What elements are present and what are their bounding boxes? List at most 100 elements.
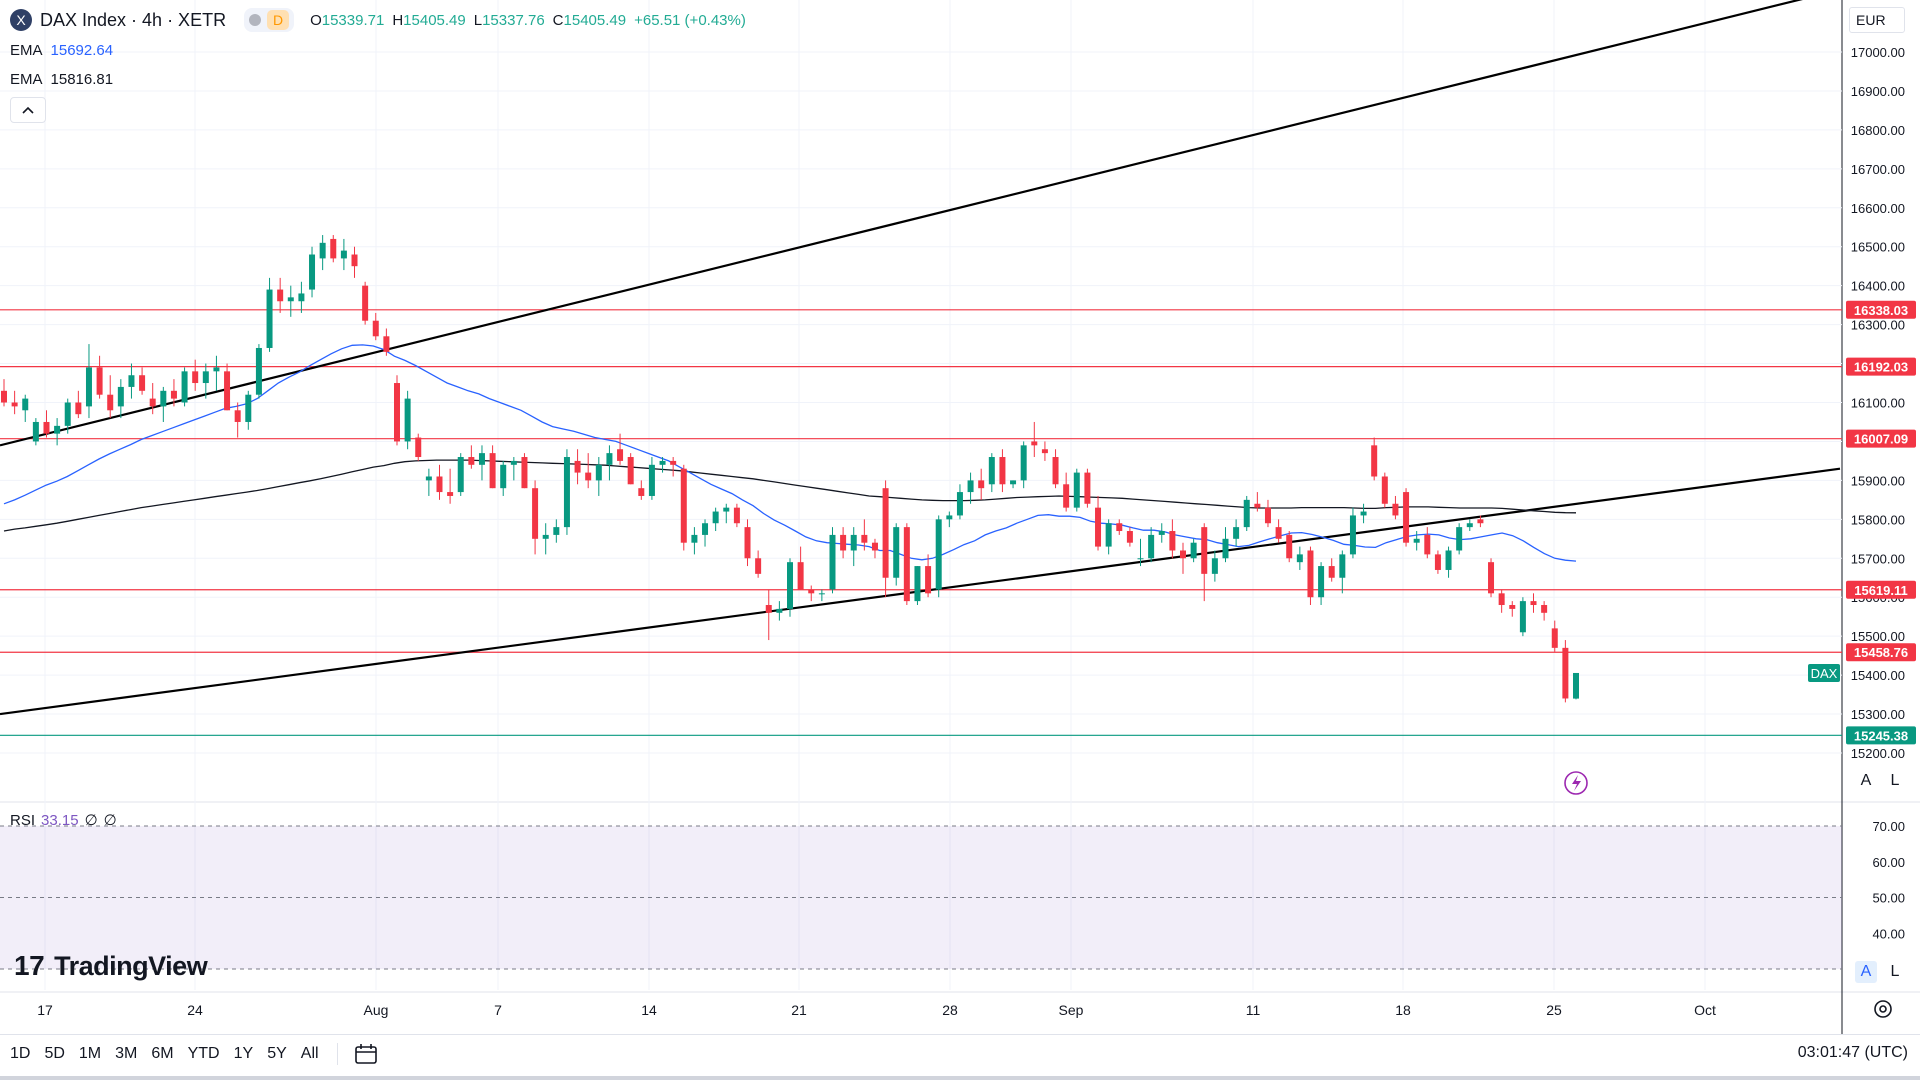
candle-body <box>818 593 825 595</box>
candle-body <box>999 457 1006 485</box>
candle-body <box>340 250 347 259</box>
ema-slow-value: 15816.81 <box>50 71 114 88</box>
price-axis-label: 15800.00 <box>1851 512 1905 527</box>
candle-body <box>1318 566 1325 598</box>
candle-body <box>712 511 719 524</box>
price-axis-label: 15900.00 <box>1851 473 1905 488</box>
settings-gear-icon[interactable] <box>1870 996 1896 1022</box>
utc-clock[interactable]: 03:01:47 (UTC) <box>1797 1044 1908 1061</box>
close-value: 15405.49 <box>563 11 627 29</box>
range-5d[interactable]: 5D <box>44 1045 65 1062</box>
candle-body <box>309 254 316 290</box>
candle-body <box>128 375 135 387</box>
level-tag-label: 15619.11 <box>1854 583 1908 598</box>
candle-body <box>840 534 847 551</box>
candle-body <box>1243 499 1250 528</box>
auto-scale-button-rsi[interactable]: A <box>1855 961 1877 983</box>
candle-body <box>659 460 666 465</box>
candle-body <box>181 371 188 403</box>
candle-body <box>1041 449 1048 454</box>
candle-body <box>680 468 687 543</box>
rsi-axis-label: 70.00 <box>1872 819 1905 834</box>
time-axis-label: 11 <box>1246 1002 1261 1018</box>
candle-body <box>1063 484 1070 508</box>
candle-body <box>542 534 549 539</box>
candle-body <box>1052 457 1059 485</box>
rsi-axis-label: 40.00 <box>1872 926 1905 941</box>
range-6m[interactable]: 6M <box>151 1045 174 1062</box>
candle-body <box>298 293 305 302</box>
ohlc-values: O15339.71 H15405.49 L15337.76 C15405.49 +65.… <box>310 11 746 29</box>
candle-body <box>54 425 61 434</box>
candle-body <box>1211 558 1218 574</box>
candle-body <box>468 457 475 465</box>
candle-body <box>1286 534 1293 559</box>
candle-body <box>1562 647 1569 699</box>
candle-body <box>234 410 241 422</box>
range-5y[interactable]: 5Y <box>267 1045 287 1062</box>
candle-body <box>245 394 252 422</box>
symbol-title[interactable]: DAX Index · 4h · XETR <box>40 9 227 30</box>
rsi-legend[interactable]: RSI 33.15 ∅ ∅ <box>10 812 117 829</box>
candle-body <box>691 534 698 543</box>
range-all[interactable]: All <box>300 1045 319 1062</box>
rsi-value: 33.15 <box>41 812 79 829</box>
candle-body <box>850 534 857 551</box>
open-value: 15339.71 <box>321 11 385 29</box>
candle-body <box>574 460 581 473</box>
candle-body <box>277 289 284 302</box>
tradingview-logo[interactable]: 17 TradingView <box>14 950 208 981</box>
candle-body <box>1349 515 1356 555</box>
candle-body <box>755 558 762 574</box>
calendar-icon[interactable] <box>354 1043 378 1065</box>
candle-body <box>372 320 379 337</box>
candle-body <box>1488 562 1495 594</box>
candle-body <box>1158 531 1165 535</box>
candle-body <box>595 464 602 481</box>
chart-header: X DAX Index · 4h · XETR D O15339.71 H1540… <box>10 8 754 32</box>
collapse-legend-button[interactable] <box>10 97 46 123</box>
time-axis-label: 7 <box>494 1002 502 1018</box>
currency-selector[interactable]: EUR <box>1849 7 1905 33</box>
candle-body <box>11 402 18 407</box>
candle-body <box>670 460 677 465</box>
level-tag <box>1846 726 1916 745</box>
auto-scale-button-main[interactable]: A <box>1860 772 1872 789</box>
log-scale-button-main[interactable]: L <box>1890 772 1900 789</box>
candle-body <box>1031 441 1038 446</box>
candle-body <box>43 421 50 434</box>
candle-body <box>1126 531 1133 543</box>
ema-slow-legend[interactable]: EMA 15816.81 <box>10 71 114 88</box>
level-tag <box>1846 643 1916 662</box>
candle-body <box>978 480 985 489</box>
candle-body <box>956 492 963 516</box>
candle-body <box>1201 527 1208 574</box>
candle-body <box>96 367 103 395</box>
candle-body <box>1020 445 1027 481</box>
ema-fast-legend[interactable]: EMA 15692.64 <box>10 42 114 59</box>
candle-body <box>808 589 815 594</box>
level-tag-label: 16338.03 <box>1854 303 1908 318</box>
candle-body <box>988 457 995 485</box>
range-3m[interactable]: 3M <box>115 1045 138 1062</box>
candle-body <box>213 367 220 372</box>
candle-body <box>776 608 783 613</box>
price-axis-label: 16800.00 <box>1851 123 1905 138</box>
range-1d[interactable]: 1D <box>10 1045 31 1062</box>
candle-body <box>744 527 751 559</box>
high-value: 15405.49 <box>403 11 466 29</box>
candle-body <box>861 534 868 543</box>
rsi-axis-label: 50.00 <box>1872 891 1905 906</box>
candle-body <box>64 402 71 426</box>
candle-body <box>224 371 231 411</box>
time-axis-label: 21 <box>791 1002 807 1018</box>
range-1m[interactable]: 1M <box>78 1045 102 1062</box>
market-status-pill[interactable]: D <box>244 8 295 32</box>
candle-body <box>351 254 358 267</box>
range-1y[interactable]: 1Y <box>233 1045 254 1062</box>
delayed-data-badge[interactable]: D <box>267 10 290 30</box>
candle-body <box>1360 511 1367 516</box>
log-scale-button-rsi[interactable]: L <box>1890 963 1900 980</box>
range-ytd[interactable]: YTD <box>187 1045 220 1062</box>
